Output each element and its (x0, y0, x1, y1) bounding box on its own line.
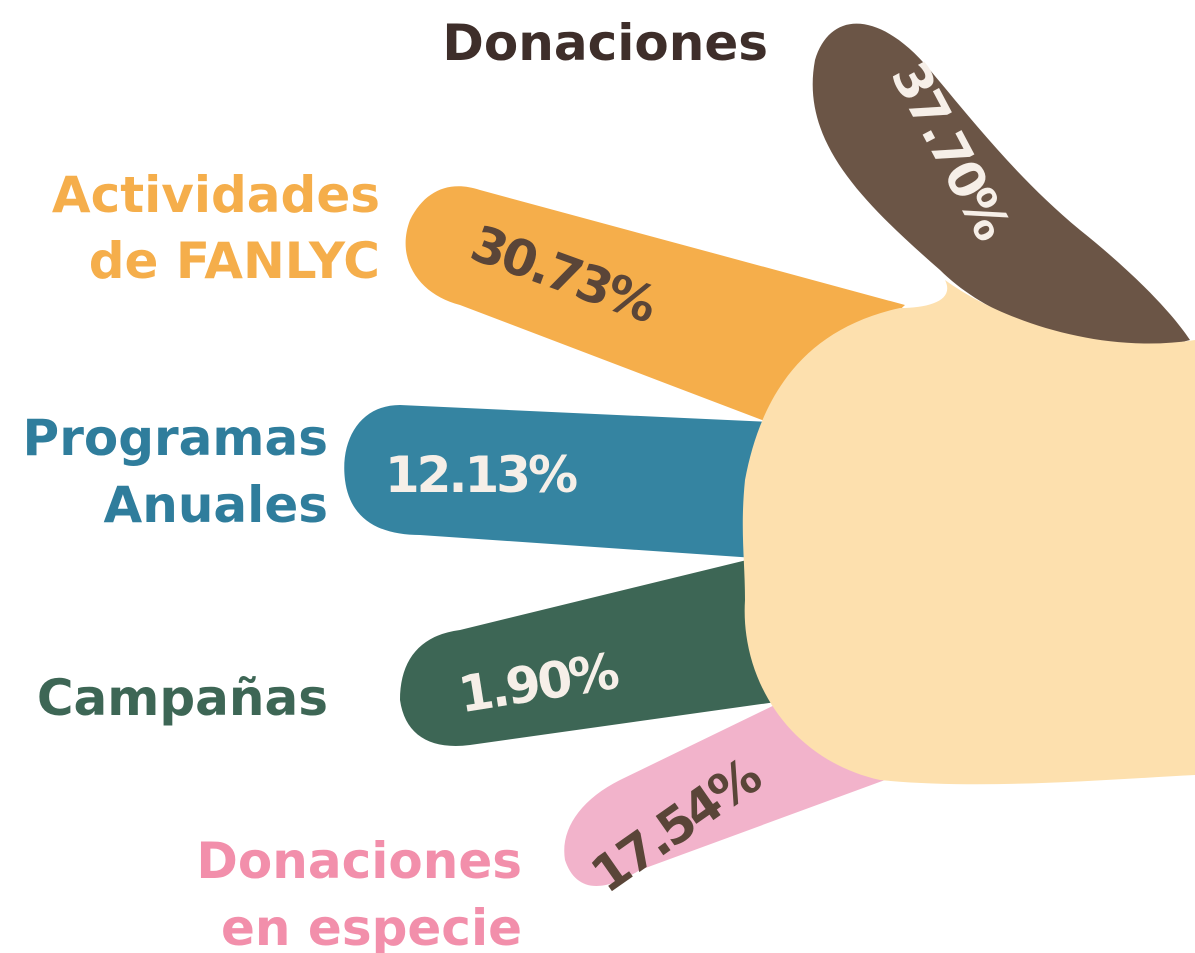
finger-campanas (400, 558, 790, 746)
value: 12.13% (385, 446, 577, 504)
label: Actividades (52, 166, 380, 224)
finger-especie (564, 700, 885, 887)
finger-donaciones (812, 23, 1190, 347)
label: Campañas (37, 669, 328, 727)
label: Donaciones (442, 14, 768, 72)
label: de FANLYC (89, 232, 380, 290)
label: en especie (221, 899, 522, 953)
label: Donaciones (196, 832, 522, 890)
finger-programas (344, 405, 770, 558)
finger-actividades (405, 186, 905, 425)
label: Anuales (104, 476, 328, 534)
palm (742, 280, 1195, 785)
label: Programas (23, 409, 328, 467)
